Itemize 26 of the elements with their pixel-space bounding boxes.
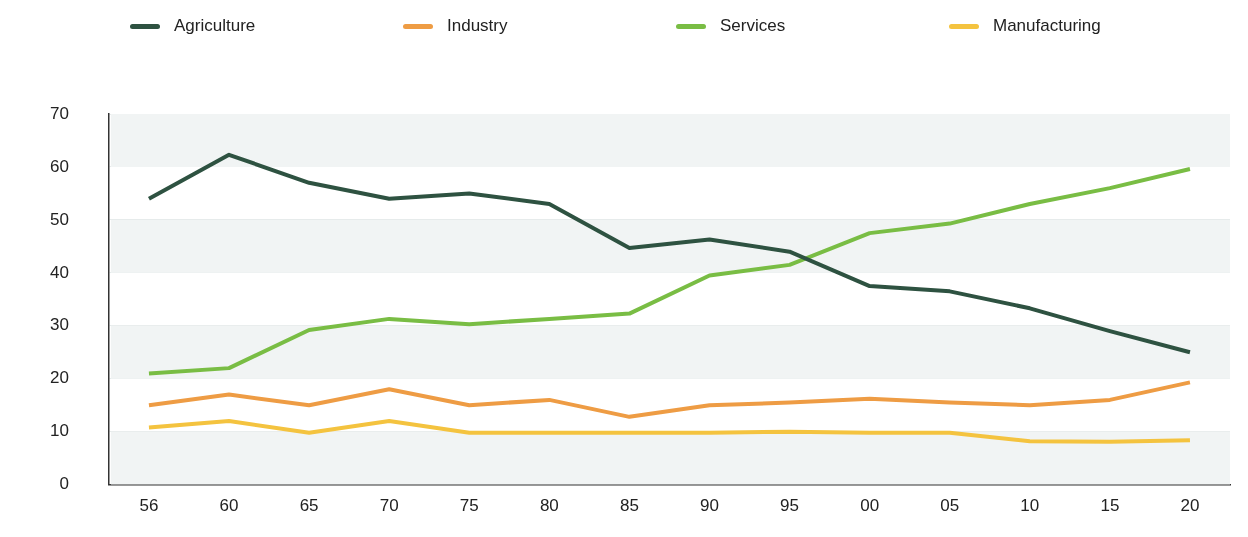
- x-tick-label: 70: [379, 496, 399, 516]
- x-tick-label: 80: [539, 496, 559, 516]
- y-tick-label: 0: [59, 474, 69, 494]
- y-tick-label: 20: [49, 368, 69, 388]
- legend-label: Manufacturing: [993, 16, 1101, 36]
- y-tick-label: 70: [49, 103, 69, 123]
- x-tick-label: 56: [139, 496, 159, 516]
- y-tick-label: 60: [49, 156, 69, 176]
- x-tick-label: 20: [1180, 496, 1200, 516]
- x-tick-label: 65: [299, 496, 319, 516]
- x-tick-label: 10: [1020, 496, 1040, 516]
- y-tick-label: 30: [49, 315, 69, 335]
- legend-label: Services: [720, 16, 786, 36]
- x-tick-label: 95: [780, 496, 800, 516]
- y-tick-label: 50: [49, 209, 69, 229]
- x-tick-label: 05: [940, 496, 960, 516]
- x-tick-label: 00: [860, 496, 880, 516]
- legend-label: Agriculture: [174, 16, 256, 36]
- y-tick-label: 40: [49, 262, 69, 282]
- x-tick-label: 85: [619, 496, 639, 516]
- x-tick-label: 75: [459, 496, 479, 516]
- x-tick-label: 15: [1100, 496, 1120, 516]
- x-tick-label: 90: [700, 496, 719, 516]
- x-tick-label: 60: [219, 496, 239, 516]
- legend-label: Industry: [447, 16, 508, 36]
- y-tick-label: 10: [49, 421, 69, 441]
